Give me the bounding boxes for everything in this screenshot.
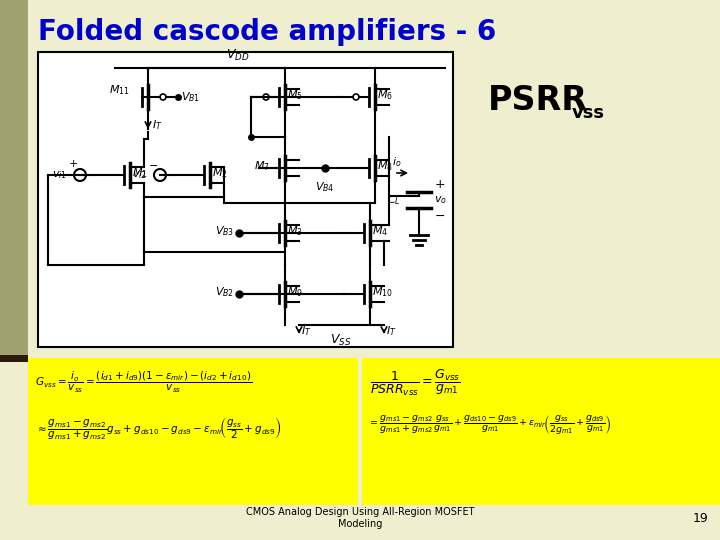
Text: $M_3$: $M_3$	[287, 224, 303, 238]
Bar	[0, 0, 28, 355]
Text: $V_{B2}$: $V_{B2}$	[215, 285, 234, 299]
Text: $i_o$: $i_o$	[392, 155, 402, 169]
Text: $V_{DD}$: $V_{DD}$	[226, 48, 250, 63]
Text: $I_T$: $I_T$	[301, 324, 312, 338]
Text: $v_{i2}$: $v_{i2}$	[132, 169, 147, 181]
Bar	[362, 358, 720, 505]
Text: CMOS Analog Design Using All-Region MOSFET
Modeling: CMOS Analog Design Using All-Region MOSF…	[246, 507, 474, 529]
Text: $V_{B1}$: $V_{B1}$	[181, 90, 200, 104]
Text: $I_T$: $I_T$	[386, 324, 397, 338]
Text: $M_5$: $M_5$	[287, 88, 303, 102]
Text: $G_{vss} = \dfrac{i_o}{v_{ss}} = \dfrac{(i_{d1}+i_{d9})(1-\varepsilon_{mir})-(i_: $G_{vss} = \dfrac{i_o}{v_{ss}} = \dfrac{…	[35, 370, 252, 395]
Text: $M_7$: $M_7$	[254, 159, 270, 173]
Text: $V_{SS}$: $V_{SS}$	[330, 333, 351, 348]
Text: $+$: $+$	[434, 179, 445, 192]
Text: $-$: $-$	[148, 159, 158, 169]
Text: $-$: $-$	[434, 208, 445, 221]
Text: $M_6$: $M_6$	[377, 88, 393, 102]
Bar	[28, 358, 358, 505]
Text: $M_4$: $M_4$	[372, 224, 388, 238]
Text: $C_L$: $C_L$	[387, 193, 401, 207]
Text: $v_{i1}$: $v_{i1}$	[52, 169, 67, 181]
Text: $M_1$: $M_1$	[132, 166, 148, 180]
Text: $\dfrac{1}{PSRR_{vss}} = \dfrac{G_{vss}}{g_{m1}}$: $\dfrac{1}{PSRR_{vss}} = \dfrac{G_{vss}}…	[370, 368, 461, 398]
Text: $= \dfrac{g_{ms1}-g_{ms2}}{g_{ms1}+g_{ms2}} \dfrac{g_{ss}}{g_{m1}} + \dfrac{g_{d: $= \dfrac{g_{ms1}-g_{ms2}}{g_{ms1}+g_{ms…	[368, 413, 611, 436]
Text: $M_9$: $M_9$	[287, 285, 303, 299]
Text: $V_{B3}$: $V_{B3}$	[215, 224, 234, 238]
Text: $M_8$: $M_8$	[377, 159, 393, 173]
Bar	[0, 355, 28, 362]
Text: $v_o$: $v_o$	[434, 194, 447, 206]
Text: $\approx \dfrac{g_{ms1}-g_{ms2}}{g_{ms1}+g_{ms2}} g_{ss} + g_{ds10} - g_{ds9} - : $\approx \dfrac{g_{ms1}-g_{ms2}}{g_{ms1}…	[35, 415, 282, 442]
Text: vss: vss	[572, 104, 605, 122]
Text: Folded cascode amplifiers - 6: Folded cascode amplifiers - 6	[38, 18, 496, 46]
Text: PSRR: PSRR	[488, 84, 588, 117]
Bar	[38, 52, 453, 347]
Text: $V_{B4}$: $V_{B4}$	[315, 180, 335, 194]
Text: $M_{11}$: $M_{11}$	[109, 83, 130, 97]
Text: $M_2$: $M_2$	[212, 166, 228, 180]
Text: $I_T$: $I_T$	[152, 118, 163, 132]
Text: $+$: $+$	[68, 158, 78, 169]
Text: 19: 19	[692, 511, 708, 524]
Text: $M_{10}$: $M_{10}$	[372, 285, 393, 299]
